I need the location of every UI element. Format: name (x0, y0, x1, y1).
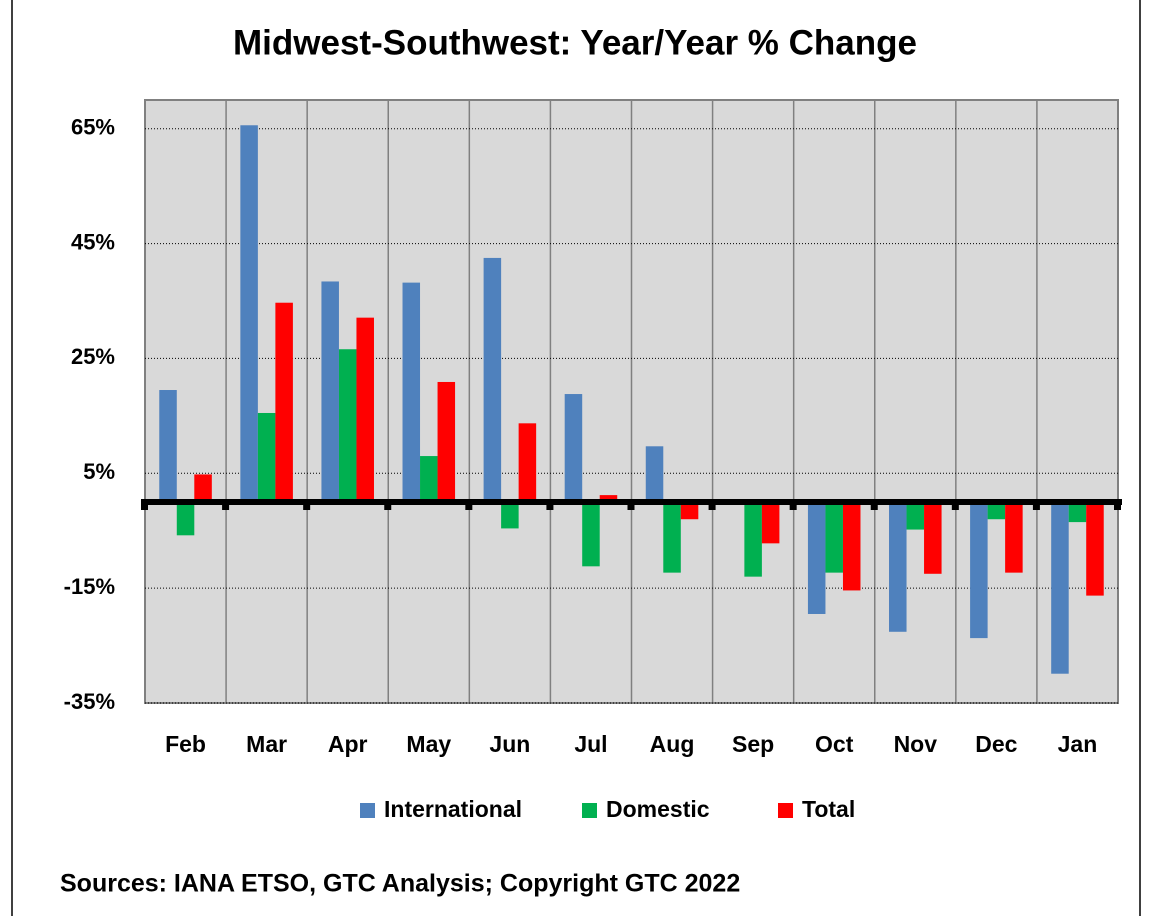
y-tick-label: -35% (64, 689, 115, 714)
legend-label: Total (802, 796, 855, 822)
bar (807, 502, 826, 614)
axis-tick (222, 502, 230, 510)
source-note: Sources: IANA ETSO, GTC Analysis; Copyri… (60, 870, 740, 898)
bar (744, 502, 762, 577)
x-tick-label: Mar (246, 731, 287, 757)
bar (518, 423, 537, 502)
bar (645, 446, 664, 502)
x-tick-label: Sep (732, 731, 774, 757)
bar (501, 502, 519, 529)
x-tick-label: Oct (815, 731, 854, 757)
bar (402, 282, 421, 502)
x-tick-label: Apr (328, 731, 368, 757)
bar (176, 502, 195, 536)
x-tick-label: May (406, 731, 451, 757)
y-tick-label: 65% (71, 115, 115, 140)
legend-swatch (360, 803, 375, 818)
x-tick-label: Jun (489, 731, 530, 757)
y-tick-label: 5% (83, 459, 115, 484)
bar (1051, 502, 1069, 674)
y-tick-label: 45% (71, 229, 115, 254)
bar (437, 381, 456, 502)
axis-tick (627, 502, 635, 510)
axis-tick (1114, 502, 1121, 510)
legend-swatch (582, 803, 597, 818)
legend-label: Domestic (606, 796, 710, 822)
axis-tick (951, 502, 959, 510)
bar (1068, 502, 1087, 523)
legend-label: International (384, 796, 522, 822)
y-tick-label: -15% (64, 574, 115, 599)
axis-tick (870, 502, 878, 510)
x-tick-label: Dec (975, 731, 1017, 757)
bar (159, 390, 177, 502)
bar (564, 394, 583, 502)
bar (906, 502, 925, 530)
axis-tick (789, 502, 797, 510)
bar (321, 281, 339, 502)
bar (924, 502, 942, 574)
bar (680, 502, 699, 520)
bar (338, 349, 357, 502)
bar (842, 502, 861, 591)
bar (356, 317, 374, 502)
axis-tick (708, 502, 716, 510)
bar (599, 495, 618, 502)
bar (825, 502, 843, 573)
axis-tick (1032, 502, 1040, 510)
x-tick-label: Nov (894, 731, 938, 757)
x-tick-label: Jan (1058, 731, 1098, 757)
bar (889, 502, 907, 632)
y-tick-label: 25% (71, 344, 115, 369)
axis-tick (141, 502, 148, 510)
axis-tick (384, 502, 392, 510)
bar (1005, 502, 1023, 573)
bar (987, 502, 1006, 520)
x-tick-label: Aug (650, 731, 695, 757)
chart-title: Midwest-Southwest: Year/Year % Change (233, 23, 917, 62)
axis-tick (303, 502, 311, 510)
bar (275, 302, 293, 502)
bar (970, 502, 988, 639)
bar (663, 502, 681, 573)
axis-tick (465, 502, 473, 510)
legend-swatch (778, 803, 793, 818)
bar (761, 502, 780, 544)
bar (194, 474, 212, 502)
bar (240, 125, 258, 503)
bar (420, 456, 438, 502)
bar (257, 412, 276, 502)
bar (1086, 502, 1104, 596)
bar (582, 502, 600, 567)
bar (483, 257, 502, 502)
x-tick-label: Feb (165, 731, 206, 757)
x-tick-label: Jul (574, 731, 607, 757)
axis-tick (546, 502, 554, 510)
